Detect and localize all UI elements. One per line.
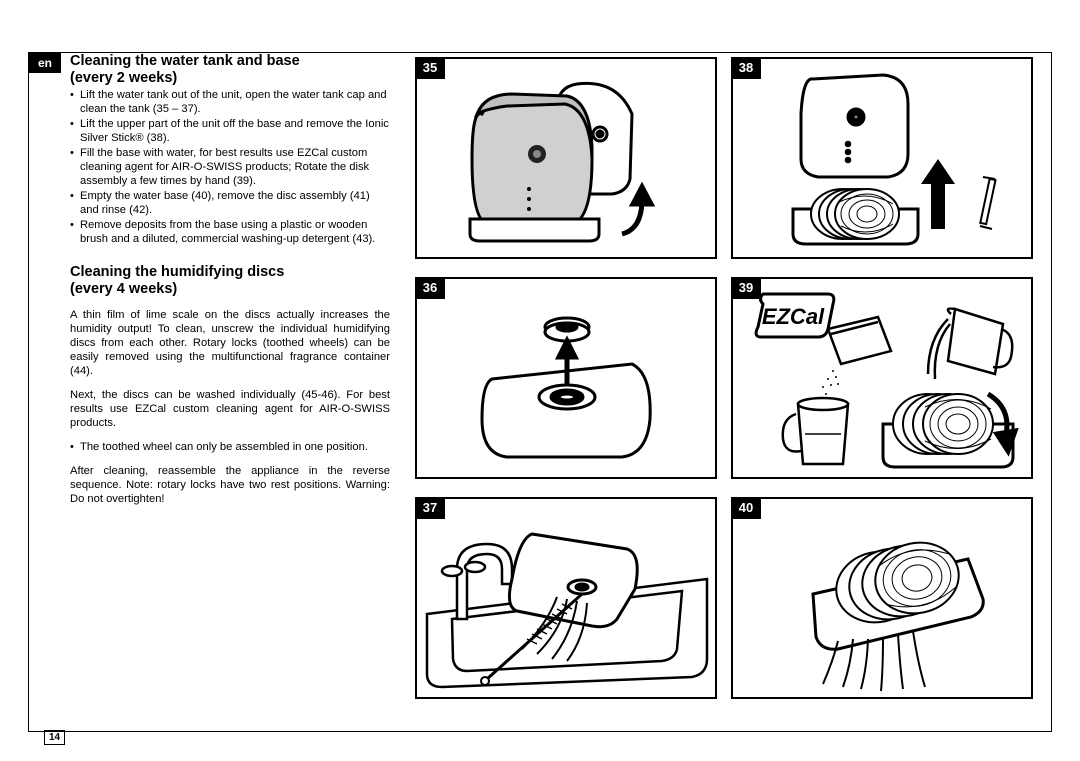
ezcal-logo-icon: EZCal [756,294,834,337]
list-item: Lift the upper part of the unit off the … [70,117,390,145]
figure-36: 36 [415,277,717,479]
diagram-open-cap-icon [417,279,715,477]
diagram-empty-base-icon [733,499,1031,697]
list-item: The toothed wheel can only be assembled … [70,440,390,454]
svg-text:EZCal: EZCal [762,304,825,329]
figure-column-left: 35 [415,57,717,717]
figure-35: 35 [415,57,717,259]
figure-39: 39 EZCal [731,277,1033,479]
language-tag: en [29,53,61,73]
section2-para: A thin film of lime scale on the discs a… [70,308,390,378]
section1-heading: Cleaning the water tank and base (every … [70,53,390,86]
list-item: Fill the base with water, for best resul… [70,146,390,188]
figure-40: 40 [731,497,1033,699]
diagram-ezcal-clean-icon: EZCal [733,279,1031,477]
text-column: Cleaning the water tank and base (every … [70,53,390,506]
section2-heading: Cleaning the humidifying discs (every 4 … [70,264,390,297]
list-item: Lift the water tank out of the unit, ope… [70,88,390,116]
section2-para: After cleaning, reassemble the appliance… [70,464,390,506]
figure-37: 37 [415,497,717,699]
list-item: Empty the water base (40), remove the di… [70,189,390,217]
diagram-remove-tank-icon [417,59,715,257]
figure-column-right: 38 [731,57,1033,717]
section1-bullets: Lift the water tank out of the unit, ope… [70,88,390,246]
diagram-lift-top-icon [733,59,1031,257]
diagram-rinse-tank-icon [417,499,715,697]
list-item: Remove deposits from the base using a pl… [70,218,390,246]
figure-38: 38 [731,57,1033,259]
page-number: 14 [44,730,65,745]
section2-para: Next, the discs can be washed individual… [70,388,390,430]
